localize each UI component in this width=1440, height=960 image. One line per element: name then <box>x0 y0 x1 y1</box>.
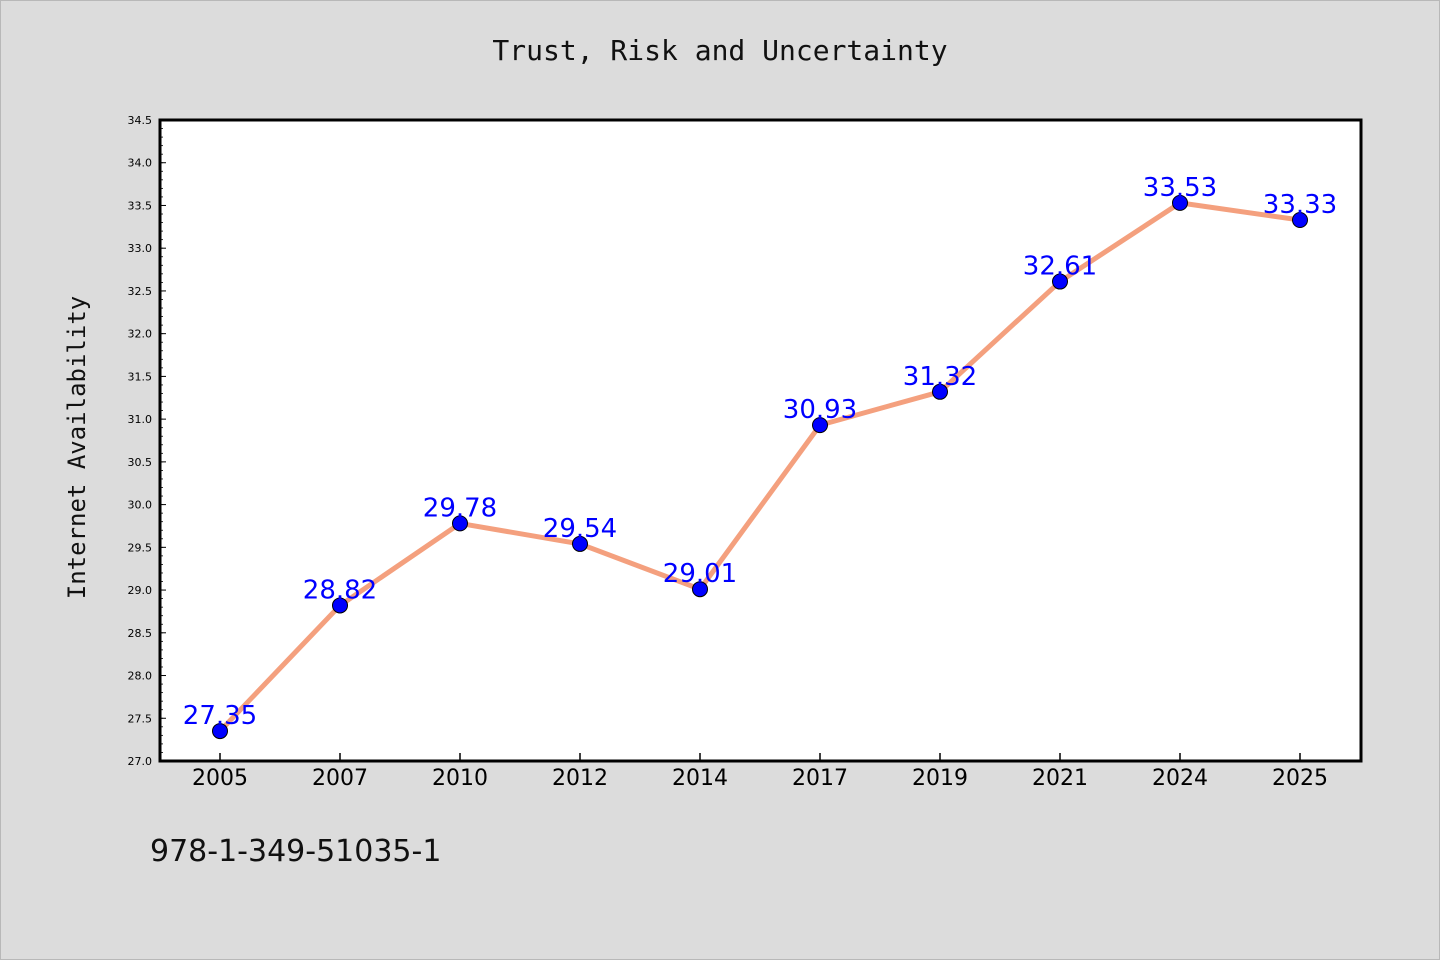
data-labels: 27.35 28.82 29.78 29.54 29.01 30.93 31.32 32.61… <box>183 173 1337 731</box>
data-label: 29.01 <box>663 559 737 589</box>
x-tick-label: 2012 <box>552 766 608 791</box>
data-point <box>212 723 228 740</box>
data-markers <box>212 194 1308 740</box>
y-tick-label: 32.0 <box>128 328 153 341</box>
y-tick-label: 27.5 <box>128 712 153 725</box>
y-axis-ticks: 27.0 27.5 28.0 28.5 29.0 29.5 30.0 30.5 31.0 31.5… <box>128 114 166 768</box>
data-point <box>1292 211 1308 228</box>
plot-area <box>158 118 1363 763</box>
x-tick-label: 2025 <box>1272 766 1328 791</box>
data-point <box>1172 194 1188 211</box>
data-point <box>572 535 588 552</box>
x-tick-label: 2019 <box>912 766 968 791</box>
y-tick-label: 31.5 <box>128 370 153 383</box>
y-tick-label: 31.0 <box>128 413 153 426</box>
data-label: 31.32 <box>903 362 977 392</box>
y-tick-label: 28.5 <box>128 627 153 640</box>
y-tick-label: 33.0 <box>128 242 153 255</box>
data-point <box>332 597 348 614</box>
y-tick-label: 30.5 <box>128 456 153 469</box>
data-label: 33.53 <box>1143 173 1217 203</box>
y-tick-label: 29.5 <box>128 541 153 554</box>
x-tick-label: 2007 <box>312 766 368 791</box>
series-line <box>217 200 1303 734</box>
data-label: 27.35 <box>183 701 257 731</box>
chart-title: Trust, Risk and Uncertainty <box>492 34 948 67</box>
footer-code: 978-1-349-51035-1 <box>150 834 442 869</box>
y-tick-label: 33.5 <box>128 199 153 212</box>
x-tick-label: 2014 <box>672 766 728 791</box>
y-tick-label: 34.0 <box>128 157 153 170</box>
y-tick-label: 30.0 <box>128 499 153 512</box>
y-axis-title: Internet Availability <box>63 296 91 599</box>
y-tick-label: 27.0 <box>128 755 153 768</box>
data-point <box>932 383 948 400</box>
data-point <box>452 515 468 532</box>
data-label: 30.93 <box>783 395 857 425</box>
y-tick-label: 28.0 <box>128 670 153 683</box>
x-tick-label: 2021 <box>1032 766 1088 791</box>
x-tick-label: 2005 <box>192 766 248 791</box>
data-label: 29.78 <box>423 493 497 523</box>
x-tick-label: 2024 <box>1152 766 1208 791</box>
data-label: 29.54 <box>543 514 617 544</box>
data-label: 33.33 <box>1263 190 1337 220</box>
data-point <box>692 581 708 598</box>
data-label: 32.61 <box>1023 252 1097 282</box>
x-tick-label: 2017 <box>792 766 848 791</box>
y-tick-label: 29.0 <box>128 584 153 597</box>
y-tick-label: 34.5 <box>128 114 153 127</box>
data-point <box>812 417 828 434</box>
data-point <box>1052 273 1068 290</box>
data-label: 28.82 <box>303 575 377 605</box>
x-axis-ticks: 2005 2007 2010 2012 2014 2017 2019 2021 2024 2025 <box>192 753 1328 791</box>
x-tick-label: 2010 <box>432 766 488 791</box>
y-tick-label: 32.5 <box>128 285 153 298</box>
